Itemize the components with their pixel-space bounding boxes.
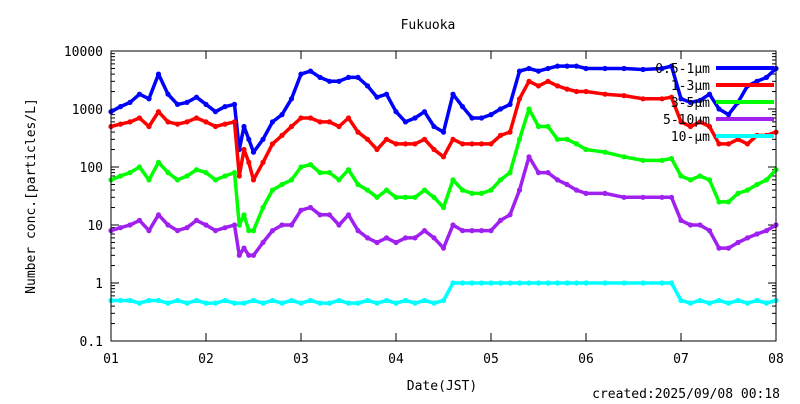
series-line xyxy=(111,281,777,305)
chart-title: Fukuoka xyxy=(401,18,456,33)
x-tick-label: 05 xyxy=(483,352,499,367)
y-tick-label: 10000 xyxy=(64,45,103,60)
y-tick-label: 1 xyxy=(95,277,103,292)
x-tick-label: 01 xyxy=(103,352,119,367)
plot-layer: 0.1 1 10 100 1000 10000 01 02 03 04 05 06 07 08 xyxy=(64,45,784,367)
y-tick-label: 10 xyxy=(87,219,103,234)
y-tick-label: 1000 xyxy=(72,103,103,118)
x-tick-label: 03 xyxy=(293,352,309,367)
y-tick-label: 0.1 xyxy=(80,335,103,350)
x-tick-label: 08 xyxy=(768,352,784,367)
series-4 xyxy=(108,154,779,258)
plot-frame xyxy=(110,50,777,342)
x-tick-label: 07 xyxy=(673,352,689,367)
legend-label: 5-10μm xyxy=(663,113,710,128)
legend-label: 0.5-1μm xyxy=(655,62,710,77)
legend: 0.5-1μm 1-3μm 3-5μm 5-10μm 10-μm xyxy=(655,62,774,145)
legend-label: 10-μm xyxy=(671,130,710,145)
y-tick-label: 100 xyxy=(80,161,103,176)
x-tick-label: 02 xyxy=(198,352,214,367)
x-tick-label: 04 xyxy=(388,352,404,367)
legend-label: 3-5μm xyxy=(671,96,710,111)
series-5 xyxy=(108,280,779,306)
legend-label: 1-3μm xyxy=(671,79,710,94)
series-1 xyxy=(108,63,779,155)
series-line xyxy=(110,107,778,233)
y-axis-label: Number conc.[particles/L] xyxy=(24,98,39,294)
x-tick-label: 06 xyxy=(578,352,594,367)
x-axis-label: Date(JST) xyxy=(407,379,477,394)
created-timestamp: created:2025/09/08 00:18 xyxy=(592,387,780,400)
series-line xyxy=(110,64,778,154)
series-3 xyxy=(108,106,779,234)
series-2 xyxy=(108,78,779,183)
series-line xyxy=(110,155,777,258)
series-line xyxy=(110,79,777,182)
